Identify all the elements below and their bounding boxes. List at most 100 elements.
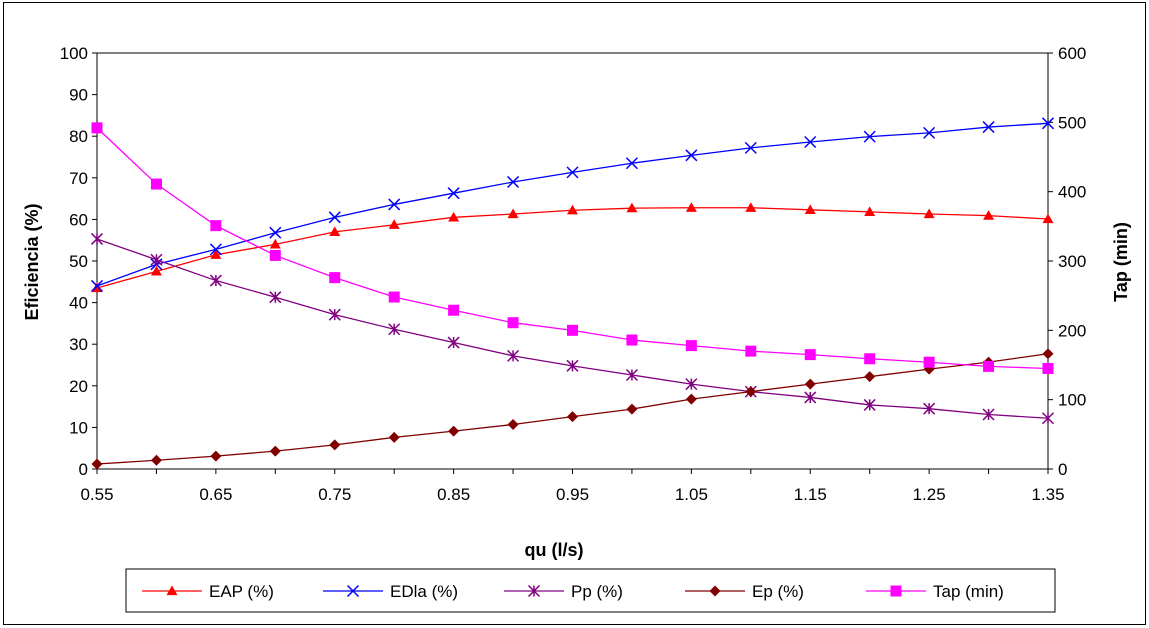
data-point — [685, 378, 698, 391]
data-point — [744, 141, 757, 154]
y-tick-label: 60 — [69, 210, 88, 229]
y2-tick-label: 400 — [1058, 183, 1086, 202]
legend-label: Tap (min) — [933, 582, 1004, 601]
data-point — [1042, 213, 1054, 224]
x-tick-label: 0.75 — [318, 485, 351, 504]
legend-label: EAP (%) — [209, 582, 274, 601]
series-layer — [90, 117, 1055, 470]
data-point — [269, 226, 282, 239]
x-tick-label: 0.55 — [80, 485, 113, 504]
data-point — [447, 187, 460, 200]
data-point — [269, 445, 281, 457]
data-point — [923, 208, 935, 219]
data-point — [328, 211, 341, 224]
data-point — [983, 210, 995, 220]
data-point — [507, 175, 520, 188]
data-point — [329, 272, 341, 284]
x-tick-label: 1.25 — [913, 485, 946, 504]
data-point — [388, 219, 400, 229]
data-point — [983, 360, 995, 372]
series-line — [96, 207, 1049, 289]
data-point — [210, 249, 222, 259]
y2-tick-label: 0 — [1058, 460, 1067, 479]
data-point — [91, 458, 103, 470]
y-axis-right: 0 100 200 300 400 500 600 — [1048, 44, 1086, 479]
data-point — [804, 378, 816, 390]
data-point — [685, 149, 698, 162]
x-tick-label: 1.15 — [794, 485, 827, 504]
data-point — [982, 408, 995, 421]
data-point — [329, 439, 341, 451]
data-point — [447, 336, 460, 349]
data-point — [685, 340, 697, 352]
legend-label: Ep (%) — [752, 582, 804, 601]
data-point — [863, 130, 876, 143]
data-point — [150, 265, 162, 276]
data-point — [804, 391, 817, 404]
data-point — [269, 238, 281, 249]
x-tick-label: 0.85 — [437, 485, 470, 504]
data-point — [1042, 362, 1054, 374]
data-point — [269, 291, 282, 304]
x-axis: 0.55 0.65 0.75 0.85 0.95 1.05 1.15 1.25 1.35 — [80, 469, 1065, 504]
y-tick-label: 100 — [60, 44, 88, 63]
data-point — [566, 166, 579, 179]
x-tick-label: 1.35 — [1031, 485, 1064, 504]
data-point — [1042, 348, 1054, 360]
data-point — [804, 135, 817, 149]
data-point — [507, 418, 519, 430]
data-point — [448, 211, 460, 222]
legend-label: Pp (%) — [571, 582, 623, 601]
legend-marker — [890, 585, 902, 597]
y2-tick-label: 200 — [1058, 321, 1086, 340]
data-point — [210, 220, 222, 232]
y-axis-title: Eficiencia (%) — [22, 203, 42, 320]
data-point — [804, 349, 816, 361]
x-tick-label: 0.65 — [199, 485, 232, 504]
data-point — [567, 411, 578, 423]
data-point — [745, 386, 757, 398]
data-point — [329, 226, 341, 237]
data-point — [567, 204, 578, 215]
x-axis-title: qu (l/s) — [525, 540, 584, 560]
y2-tick-label: 500 — [1058, 113, 1086, 132]
y2-tick-label: 100 — [1058, 391, 1086, 410]
data-point — [923, 402, 936, 415]
y-tick-label: 40 — [69, 294, 88, 313]
chart-frame — [3, 2, 1146, 625]
data-point — [507, 317, 519, 329]
data-point — [91, 122, 103, 134]
series-4 — [91, 122, 1054, 374]
y-axis-left: 0 10 20 30 40 50 60 70 80 90 100 — [60, 44, 97, 479]
data-point — [864, 206, 876, 217]
data-point — [269, 249, 281, 261]
data-point — [507, 208, 519, 219]
data-point — [388, 291, 400, 303]
y2-tick-label: 300 — [1058, 252, 1086, 271]
y2-tick-label: 600 — [1058, 44, 1086, 63]
data-point — [448, 304, 460, 316]
x-tick-label: 1.05 — [675, 485, 708, 504]
data-point — [209, 243, 222, 256]
legend-marker — [709, 585, 721, 597]
data-point — [745, 345, 757, 357]
legend-label: EDla (%) — [390, 582, 458, 601]
legend: EAP (%) EDla (%) Pp (%) Ep (%) Tap (min) — [125, 568, 1056, 613]
data-point — [1041, 412, 1055, 425]
series-3 — [91, 348, 1054, 470]
data-point — [745, 202, 757, 212]
y-tick-label: 10 — [69, 418, 88, 437]
series-line — [96, 122, 1049, 287]
y-tick-label: 0 — [79, 460, 88, 479]
data-point — [566, 359, 579, 372]
data-point — [1041, 117, 1055, 130]
data-point — [388, 198, 401, 211]
data-point — [150, 454, 162, 466]
series-1 — [90, 117, 1055, 292]
y2-axis-title: Tap (min) — [1111, 222, 1131, 302]
data-point — [864, 371, 876, 383]
data-point — [150, 178, 162, 190]
legend-marker — [527, 584, 541, 598]
data-point — [923, 356, 935, 368]
